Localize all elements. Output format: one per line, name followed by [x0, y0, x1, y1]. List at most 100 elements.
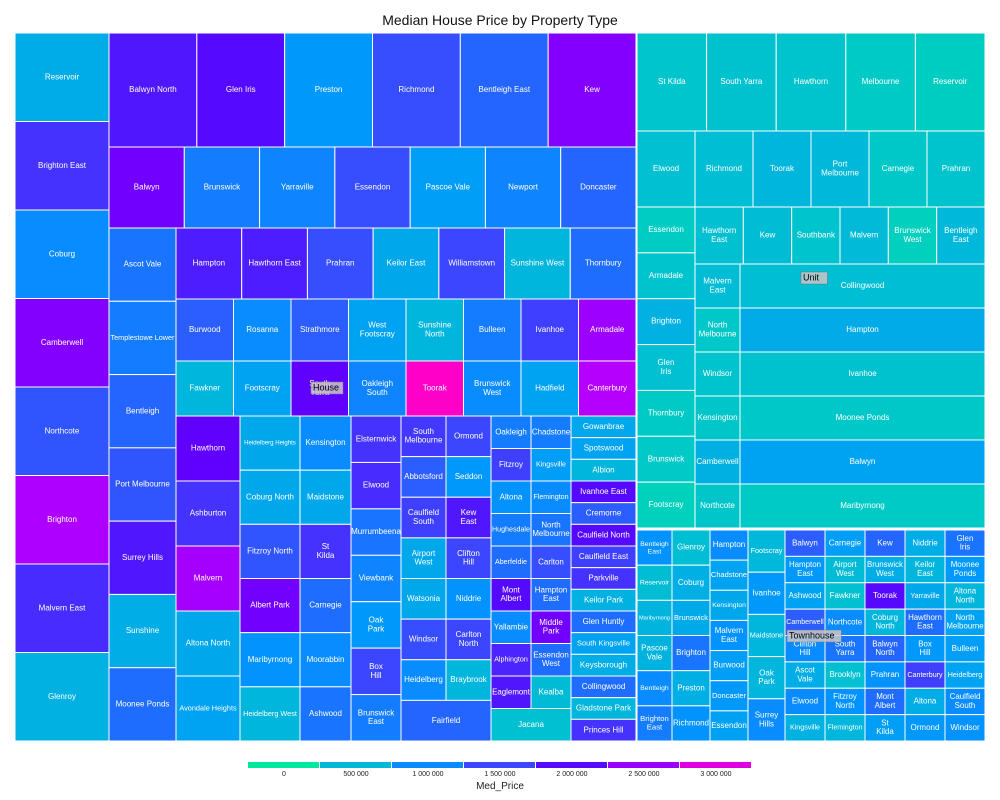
cell-unit-port-melbourne	[810, 130, 870, 208]
cell-house-rosanna	[233, 298, 292, 362]
cell-house-doncaster	[560, 146, 637, 229]
cell-townhouse-st-kilda	[864, 714, 906, 742]
group-label-townhouse: Townhouse	[786, 629, 842, 643]
cell-townhouse-bentleigh	[636, 670, 673, 707]
cell-townhouse-glenroy	[671, 529, 711, 566]
cell-townhouse-kingsville	[784, 714, 826, 742]
cell-house-south-melbourne	[400, 415, 447, 458]
cell-townhouse-moonee-ponds	[944, 555, 986, 584]
cell-unit-melbourne	[845, 32, 916, 132]
cell-house-kensington	[299, 415, 352, 471]
cell-unit-malvern-east	[694, 263, 741, 309]
legend-tick-6: 3 000 000	[700, 771, 731, 778]
cell-unit-hawthorn-east	[694, 206, 744, 265]
legend-swatch-3	[464, 762, 535, 768]
svg-text:Unit: Unit	[803, 272, 820, 282]
cell-townhouse-oak-park	[747, 656, 786, 700]
cell-townhouse-heidelberg	[944, 661, 986, 689]
cell-unit-essendon	[636, 206, 696, 254]
cell-house-hawthorn	[175, 415, 241, 482]
cell-house-pascoe-vale	[409, 146, 486, 229]
cell-house-carlton	[530, 545, 572, 579]
cell-townhouse-brunswick-west	[864, 555, 906, 584]
cell-house-alphington	[490, 643, 532, 677]
cell-house-box-hill	[350, 647, 402, 696]
cell-unit-st-kilda	[636, 32, 708, 132]
cell-unit-bentleigh-east	[936, 206, 986, 265]
cell-unit-brunswick	[636, 435, 696, 483]
cell-house-williamstown	[438, 227, 506, 300]
cell-unit-collingwood	[739, 263, 986, 309]
cell-house-maribyrnong	[239, 632, 301, 688]
cell-house-port-melbourne	[108, 447, 177, 522]
cell-unit-kensington	[694, 395, 741, 441]
cell-house-albion	[570, 458, 637, 482]
cell-house-richmond	[372, 32, 461, 148]
cell-unit-glen-iris	[636, 344, 696, 391]
cell-house-yarraville	[259, 146, 336, 229]
cell-house-jacana	[490, 708, 572, 742]
legend-swatch-2	[392, 762, 463, 768]
cell-unit-moonee-ponds	[739, 395, 986, 441]
cell-house-albert-park	[239, 578, 301, 634]
cell-house-fitzroy	[490, 448, 532, 482]
cell-townhouse-coburg	[671, 564, 711, 601]
cell-house-seddon	[445, 456, 492, 498]
cell-house-windsor	[400, 618, 447, 661]
cell-townhouse-surrey-hills	[747, 698, 786, 742]
cell-unit-balwyn	[739, 439, 986, 485]
cell-house-altona-north	[175, 610, 241, 677]
cell-townhouse-pascoe-vale	[636, 635, 673, 672]
cell-house-sunshine-west	[504, 227, 571, 300]
cell-house-northcote	[14, 386, 110, 476]
cell-house-oakleigh-south	[348, 360, 407, 417]
cell-townhouse-ashwood	[784, 582, 826, 610]
cell-unit-northcote	[694, 483, 741, 529]
cell-house-heidelberg	[400, 659, 447, 701]
cell-house-kew-east	[445, 496, 492, 539]
cell-house-carlton-north	[445, 618, 492, 661]
cell-unit-hampton	[739, 307, 986, 353]
cell-townhouse-fawkner	[824, 582, 866, 610]
cell-unit-richmond	[694, 130, 754, 208]
cell-townhouse-maribyrnong	[636, 599, 673, 637]
cell-townhouse-ascot-vale	[784, 661, 826, 689]
cell-unit-carnegie	[868, 130, 928, 208]
cell-townhouse-brunswick	[671, 599, 711, 637]
cell-house-keilor-park	[570, 588, 637, 612]
cell-townhouse-toorak	[864, 582, 906, 610]
cell-house-malvern-east	[14, 563, 110, 653]
cell-house-moonee-ponds	[108, 667, 177, 742]
cell-house-bentleigh	[108, 374, 177, 449]
cell-house-fairfield	[400, 699, 492, 742]
cell-house-mont-albert	[490, 578, 532, 612]
cell-house-princes-hill	[570, 718, 637, 742]
cell-house-heidelberg-west	[239, 686, 301, 742]
cell-house-toorak	[405, 360, 464, 417]
cell-house-glen-huntly	[570, 610, 637, 634]
cell-townhouse-yarraville	[904, 582, 946, 610]
cell-unit-elwood	[636, 130, 696, 208]
cell-townhouse-elwood	[784, 687, 826, 716]
legend-swatch-6	[680, 762, 751, 768]
cell-house-cremorne	[570, 502, 637, 525]
cell-house-avondale-heights	[175, 675, 241, 742]
cell-house-kew	[547, 32, 637, 148]
cell-house-sunshine-north	[405, 298, 464, 362]
cell-house-eaglemont	[490, 675, 532, 709]
cell-house-ivanhoe-east	[570, 480, 637, 504]
cell-house-maidstone	[299, 469, 352, 525]
cell-townhouse-balwyn	[784, 529, 826, 557]
cell-townhouse-bulleen	[944, 635, 986, 663]
cell-townhouse-hampton	[709, 529, 749, 561]
cell-house-brighton	[14, 475, 110, 565]
cell-townhouse-kew	[864, 529, 906, 557]
cell-unit-reservoir	[914, 32, 986, 132]
legend-tick-1: 500 000	[343, 771, 368, 778]
cell-house-gowanbrae	[570, 415, 637, 439]
cell-house-kingsville	[530, 448, 572, 482]
cell-house-ascot-vale	[108, 227, 177, 302]
cell-townhouse-flemington	[824, 714, 866, 742]
cell-house-burwood	[175, 298, 234, 362]
